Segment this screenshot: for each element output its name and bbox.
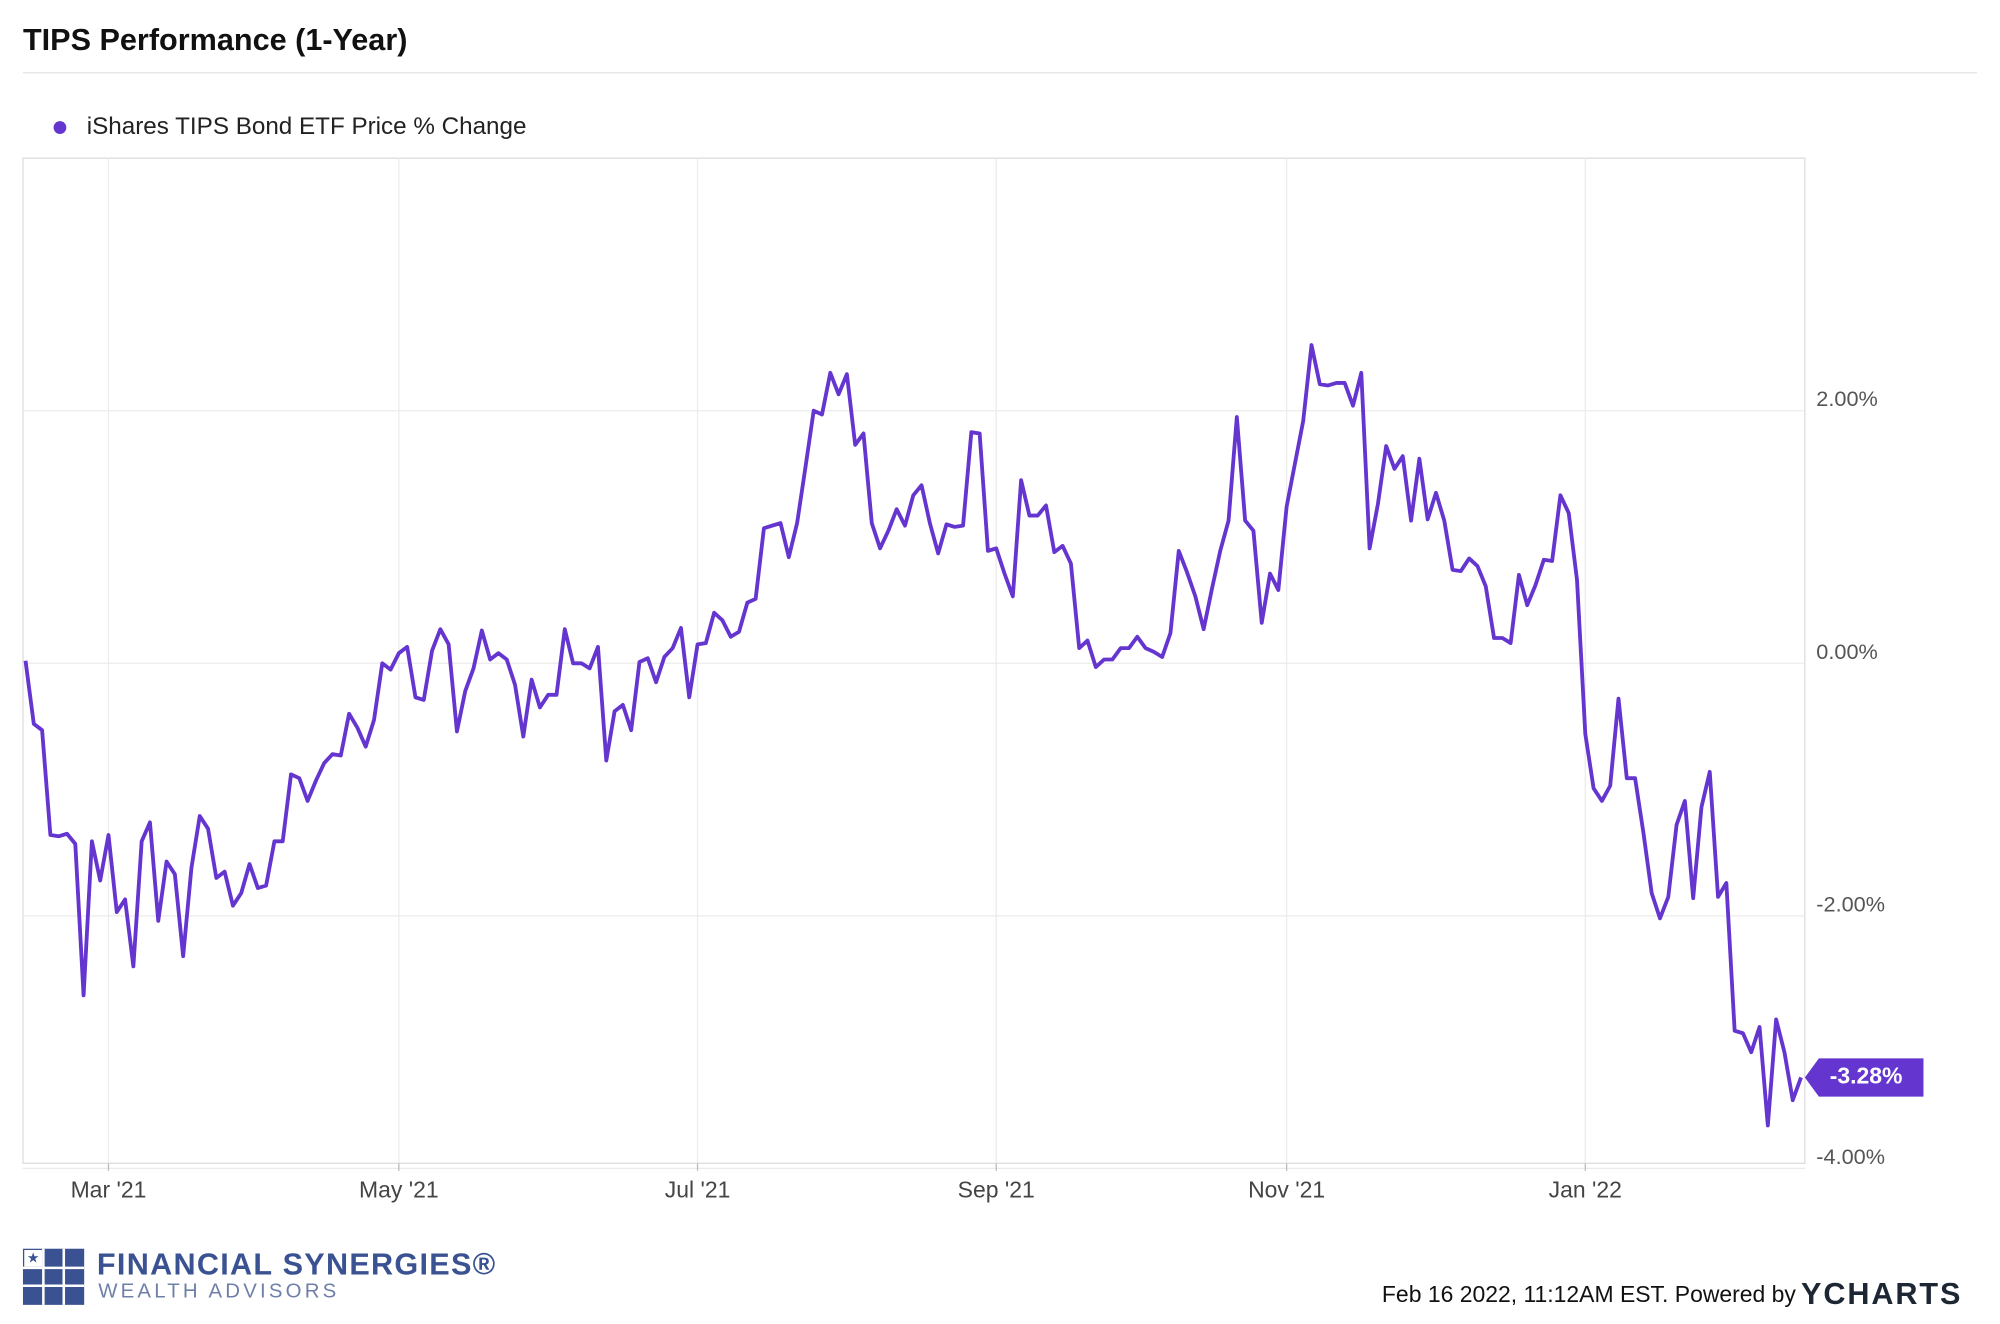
firm-tagline: WEALTH ADVISORS	[98, 1280, 339, 1302]
series-line	[23, 343, 1803, 1128]
x-tick-label: Jan '22	[1549, 1176, 1622, 1202]
legend-label: iShares TIPS Bond ETF Price % Change	[87, 113, 527, 140]
firm-name: FINANCIAL SYNERGIES®	[97, 1248, 497, 1282]
timestamp: Feb 16 2022, 11:12AM EST. Powered by	[1382, 1281, 1797, 1307]
x-tick-label: Mar '21	[71, 1176, 147, 1202]
provider-logo: YCHARTS	[1801, 1277, 1962, 1311]
x-tick-label: Sep '21	[958, 1176, 1035, 1202]
chart-title: TIPS Performance (1-Year)	[23, 23, 407, 57]
y-tick-label: -4.00%	[1816, 1144, 1885, 1169]
logo-icon: ★	[22, 1248, 85, 1305]
plot-frame	[22, 157, 1806, 1164]
x-tick-label: Nov '21	[1248, 1176, 1325, 1202]
last-value-label: -3.28%	[1830, 1063, 1903, 1089]
svg-text:★: ★	[27, 1250, 40, 1266]
y-tick-label: -2.00%	[1816, 891, 1885, 916]
last-value-flag	[1804, 1058, 1924, 1097]
x-tick-label: Jul '21	[665, 1176, 731, 1202]
x-tick-label: May '21	[359, 1176, 439, 1202]
legend-marker	[53, 121, 67, 134]
y-tick-label: 2.00%	[1816, 386, 1877, 411]
y-tick-label: 0.00%	[1816, 639, 1877, 664]
